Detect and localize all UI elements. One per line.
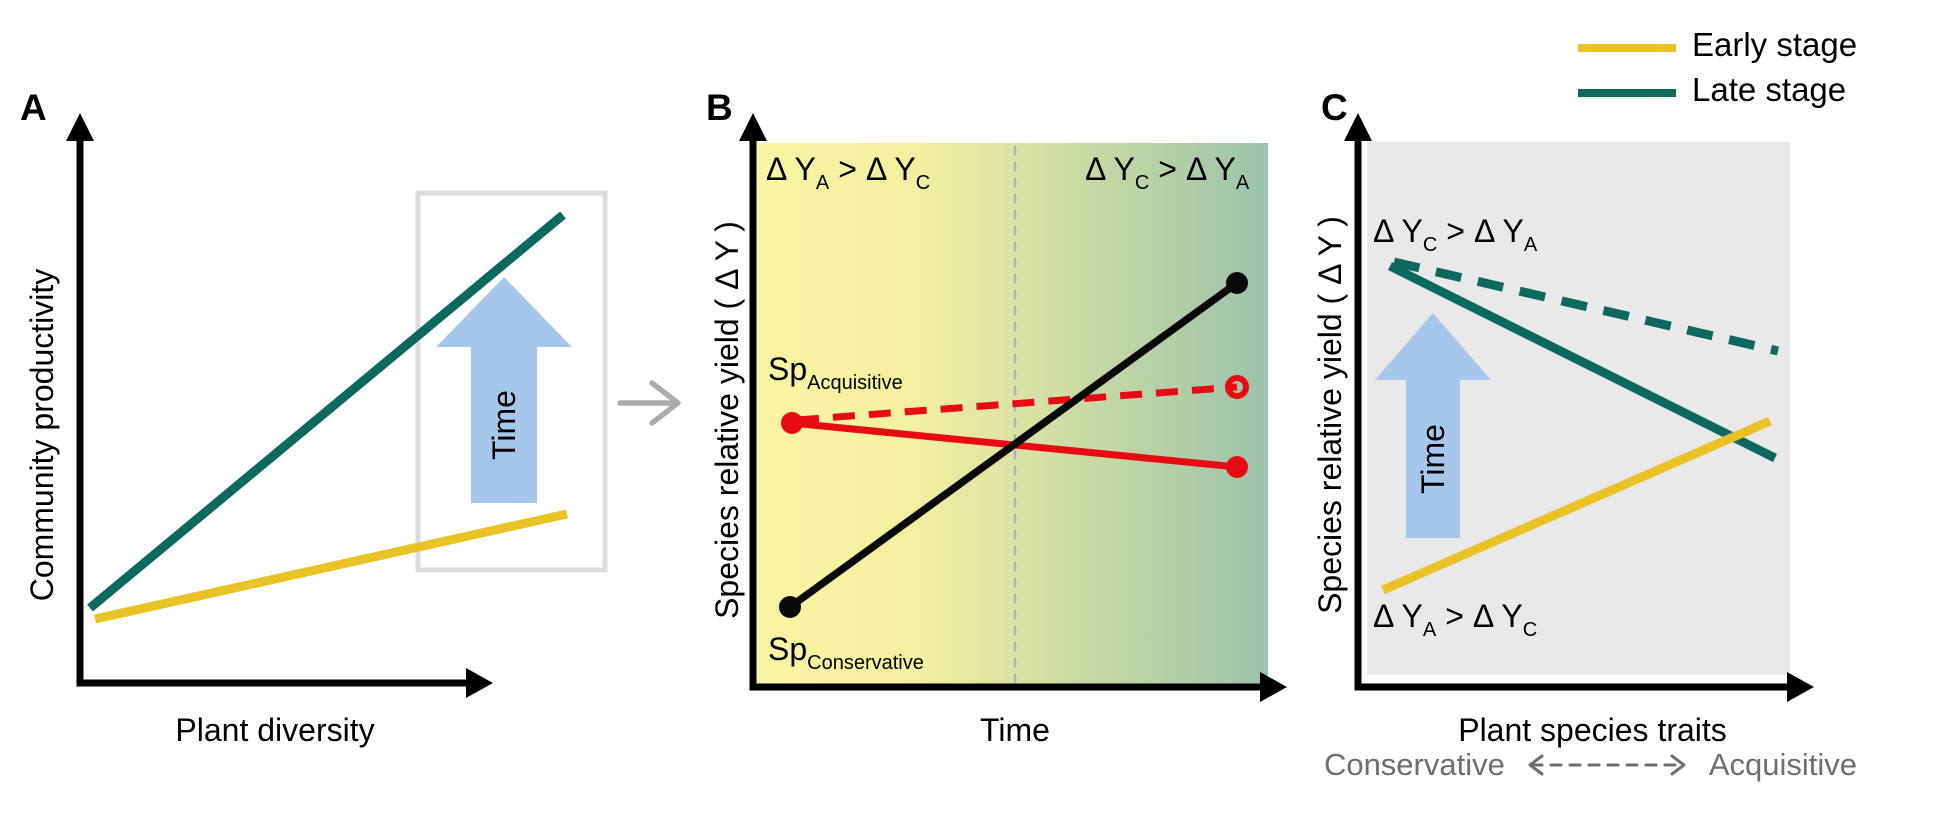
ineq-lhs: Δ Y	[1373, 598, 1423, 634]
x-axis-arrowhead-c	[1787, 672, 1814, 702]
ineq-op: >	[838, 151, 857, 187]
ineq-rhs: Δ Y	[1185, 151, 1236, 187]
panel-a-y-axis-label: Community productivity	[24, 268, 60, 602]
ineq-op: >	[1445, 598, 1464, 634]
time-up-arrow-c	[1375, 313, 1491, 538]
panel-c-x-axis-label: Plant species traits	[1458, 712, 1727, 748]
trait-gradient-row: Conservative Acquisitive	[1318, 747, 1863, 783]
species-conservative-label: SpConservative	[768, 630, 924, 675]
conservative-line	[787, 279, 1240, 611]
acquisitive-expected-dashed-line	[796, 383, 1238, 424]
panel-b-y-axis-label: Species relative yield ( Δ Y )	[709, 221, 745, 619]
legend-early-label: Early stage	[1692, 26, 1858, 63]
ineq-lhs: Δ Y	[1373, 213, 1423, 249]
late-stage-solid-line-c	[1387, 261, 1778, 463]
panel-a-letter: A	[20, 87, 47, 128]
panel-a-time-arrow-label: Time	[486, 390, 522, 460]
early-stage-line-a	[94, 509, 568, 624]
legend-late-label: Late stage	[1692, 71, 1847, 108]
y-axis-arrowhead-c	[1344, 113, 1372, 141]
ineq-rhs-sub: C	[915, 172, 931, 194]
panel-b-inequality-late: Δ YC > Δ YA	[1085, 150, 1249, 195]
acquisitive-end-marker	[1226, 456, 1248, 478]
panel-transition-arrow	[617, 380, 681, 426]
trait-conservative-label: Conservative	[1323, 747, 1505, 782]
ineq-lhs: Δ Y	[1085, 151, 1135, 187]
species-acquisitive-label: SpAcquisitive	[768, 350, 903, 395]
acquisitive-expected-open-marker	[1225, 375, 1249, 399]
ineq-rhs: Δ Y	[1473, 213, 1524, 249]
sp-sub: Acquisitive	[807, 372, 903, 394]
conservative-end-marker	[1226, 272, 1248, 294]
early-stage-line-c	[1381, 416, 1772, 595]
ineq-lhs-sub: C	[1134, 172, 1150, 194]
panel-a-x-axis-label: Plant diversity	[175, 712, 375, 748]
panel-c-inequality-bottom: Δ YA > Δ YC	[1373, 597, 1537, 642]
time-up-arrow-a	[436, 277, 572, 503]
panel-b-inequality-early: Δ YA > Δ YC	[766, 150, 930, 195]
x-axis-arrowhead-b	[1260, 672, 1287, 702]
late-stage-dashed-line-c	[1392, 257, 1780, 356]
ineq-lhs-sub: C	[1422, 234, 1438, 256]
y-axis-arrowhead-b	[739, 113, 767, 141]
ineq-rhs-sub: C	[1522, 619, 1538, 641]
panel-b-letter: B	[706, 87, 733, 128]
trait-acquisitive-label: Acquisitive	[1708, 747, 1858, 782]
sp-main: Sp	[768, 351, 808, 387]
ineq-op: >	[1446, 213, 1465, 249]
sp-sub: Conservative	[807, 652, 924, 674]
sp-main: Sp	[768, 631, 808, 667]
ineq-op: >	[1158, 151, 1177, 187]
x-axis-arrowhead-a	[466, 668, 493, 698]
ineq-rhs-sub: A	[1523, 234, 1538, 256]
ineq-lhs: Δ Y	[766, 151, 816, 187]
panel-c-inequality-top: Δ YC > Δ YA	[1373, 212, 1537, 257]
y-axis-arrowhead-a	[66, 113, 94, 141]
panel-b-x-axis-label: Time	[980, 712, 1050, 748]
time-gradient-background	[757, 143, 1268, 684]
ineq-rhs: Δ Y	[865, 151, 916, 187]
panel-c-time-arrow-label: Time	[1415, 424, 1451, 494]
conservative-start-marker	[779, 596, 801, 618]
panel-c-y-axis-label: Species relative yield ( Δ Y )	[1312, 216, 1348, 614]
panel-c-letter: C	[1321, 87, 1348, 128]
ineq-rhs: Δ Y	[1472, 598, 1523, 634]
late-stage-line-a	[87, 211, 566, 612]
ineq-lhs-sub: A	[1422, 619, 1437, 641]
acquisitive-start-marker	[781, 412, 803, 434]
ineq-lhs-sub: A	[815, 172, 830, 194]
trait-double-arrow	[1528, 754, 1686, 776]
ineq-rhs-sub: A	[1235, 172, 1250, 194]
highlight-box	[415, 190, 608, 573]
